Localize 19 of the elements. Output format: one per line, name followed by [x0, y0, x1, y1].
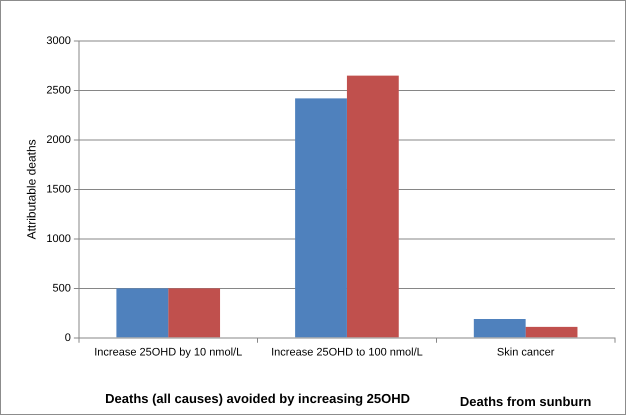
bar: [295, 98, 347, 338]
y-tick-label: 500: [52, 282, 71, 294]
bar: [168, 288, 220, 338]
x-tick-label: Skin cancer: [496, 346, 555, 358]
y-tick-label: 2000: [46, 134, 71, 146]
text: Deaths (all causes) avoided by increasing 25OHD: [105, 390, 410, 406]
bar: [526, 326, 578, 338]
y-tick-label: 0: [64, 332, 71, 344]
y-tick-label: 2500: [46, 84, 71, 96]
y-axis-title: Attributable deaths: [24, 139, 39, 240]
bar: [474, 319, 526, 338]
x-tick-label: Increase 25OHD by 10 nmol/L: [94, 346, 242, 358]
y-tick-label: 1500: [46, 183, 71, 196]
bar: [346, 76, 399, 338]
bar: [116, 288, 168, 338]
x-tick-label: Increase 25OHD to 100 nmol/L: [271, 346, 423, 358]
y-tick-label: 3000: [46, 35, 71, 48]
text: Deaths from sunburn: [460, 394, 592, 409]
y-tick-label: 1000: [46, 232, 71, 245]
